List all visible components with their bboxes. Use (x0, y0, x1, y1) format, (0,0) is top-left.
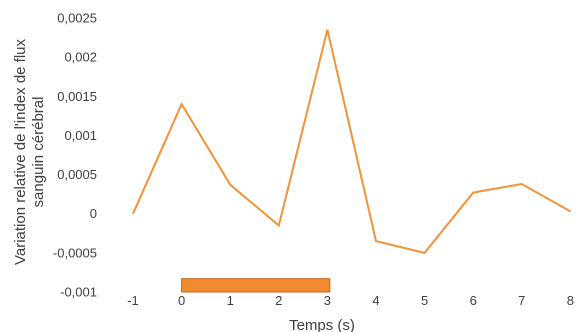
y-tick-label: 0,001 (64, 128, 97, 143)
y-tick-label: 0,0015 (57, 89, 97, 104)
x-tick-label: 3 (324, 293, 331, 308)
y-axis-title-line-1: Variation relative de l'index de flux (12, 38, 29, 265)
x-tick-label: 4 (372, 293, 379, 308)
y-axis-title-line-2: sanguin cérébral (30, 97, 47, 208)
stimulus-bar (181, 278, 331, 293)
x-tick-label: 2 (275, 293, 282, 308)
y-tick-label: 0,002 (64, 50, 97, 65)
x-tick-label: 8 (567, 293, 574, 308)
x-axis-title: Temps (s) (289, 317, 355, 332)
series-line (132, 29, 571, 255)
y-tick-label: 0,0025 (57, 11, 97, 26)
x-tick-label: 1 (227, 293, 234, 308)
x-tick-label: 0 (178, 293, 185, 308)
y-tick-label: 0 (90, 206, 97, 221)
y-tick-label: -0,0005 (53, 245, 97, 260)
x-axis-ticks: -1 0 1 2 3 4 5 6 7 8 (127, 293, 574, 308)
x-tick-label: 6 (470, 293, 477, 308)
y-axis-ticks: -0,001 -0,0005 0 0,0005 0,001 0,0015 0,002 0,00… (53, 11, 97, 300)
x-tick-label: 5 (421, 293, 428, 308)
y-axis-title: Variation relative de l'index de flux sa… (12, 38, 47, 265)
y-tick-label: -0,001 (60, 285, 97, 300)
x-tick-label: -1 (127, 293, 139, 308)
x-tick-label: 7 (518, 293, 525, 308)
y-tick-label: 0,0005 (57, 167, 97, 182)
